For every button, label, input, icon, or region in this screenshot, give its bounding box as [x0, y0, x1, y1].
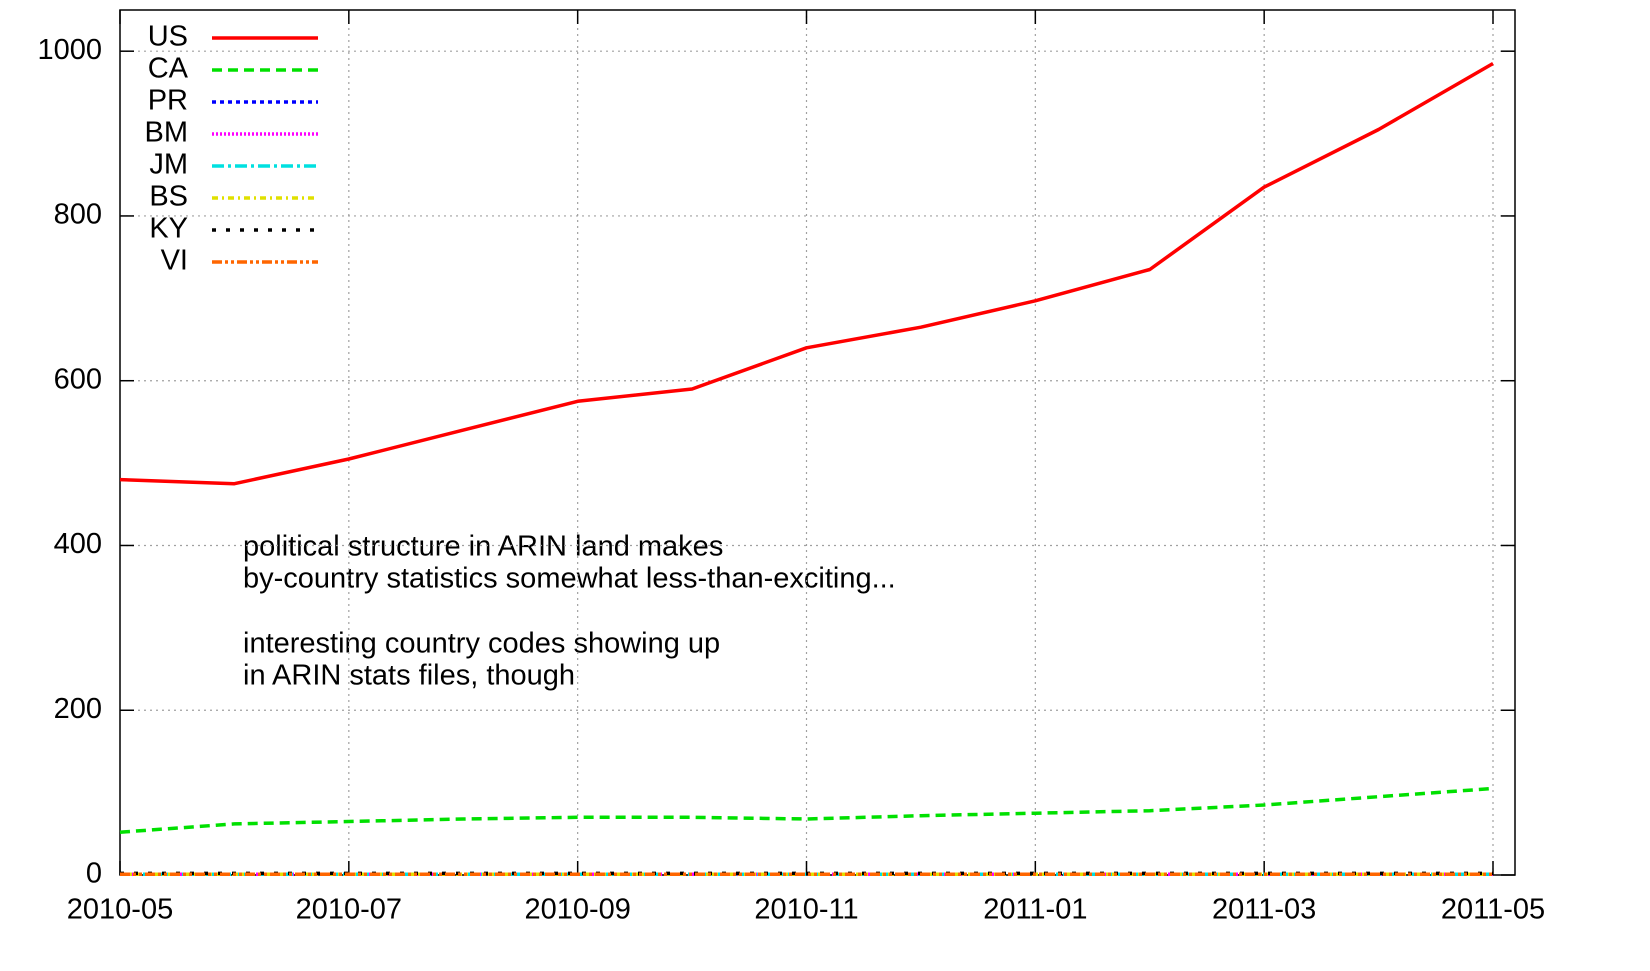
x-tick-label: 2010-09: [524, 894, 630, 926]
x-tick-label: 2011-01: [983, 894, 1087, 926]
y-tick-label: 400: [54, 528, 102, 560]
legend-label: CA: [148, 53, 189, 85]
legend-label: VI: [161, 245, 188, 277]
annotation: interesting country codes showing up: [243, 628, 720, 660]
annotations: political structure in ARIN land makes b…: [243, 531, 896, 692]
x-tick-label: 2011-05: [1441, 894, 1545, 926]
legend-label: JM: [149, 149, 188, 181]
x-tick-label: 2011-03: [1212, 894, 1316, 926]
y-tick-label: 600: [54, 363, 102, 395]
series-line: [119, 786, 1494, 834]
y-tick-label: 0: [86, 858, 102, 890]
legend-label: BS: [149, 181, 188, 213]
legend-label: BM: [145, 117, 189, 149]
annotation: by-country statistics somewhat less-than…: [243, 563, 896, 595]
legend-label: KY: [149, 213, 188, 245]
y-tick-label: 200: [54, 693, 102, 725]
y-tick-label: 800: [54, 199, 102, 231]
x-tick-label: 2010-05: [67, 894, 173, 926]
annotation: in ARIN stats files, though: [243, 660, 575, 692]
series-line: [119, 61, 1494, 486]
legend-label: PR: [148, 85, 188, 117]
x-tick-label: 2010-11: [754, 894, 858, 926]
y-tick-label: 1000: [37, 34, 102, 66]
annotation: political structure in ARIN land makes: [243, 531, 723, 563]
plot-frame: [119, 9, 1516, 876]
x-tick-label: 2010-07: [296, 894, 402, 926]
legend-label: US: [148, 21, 188, 53]
